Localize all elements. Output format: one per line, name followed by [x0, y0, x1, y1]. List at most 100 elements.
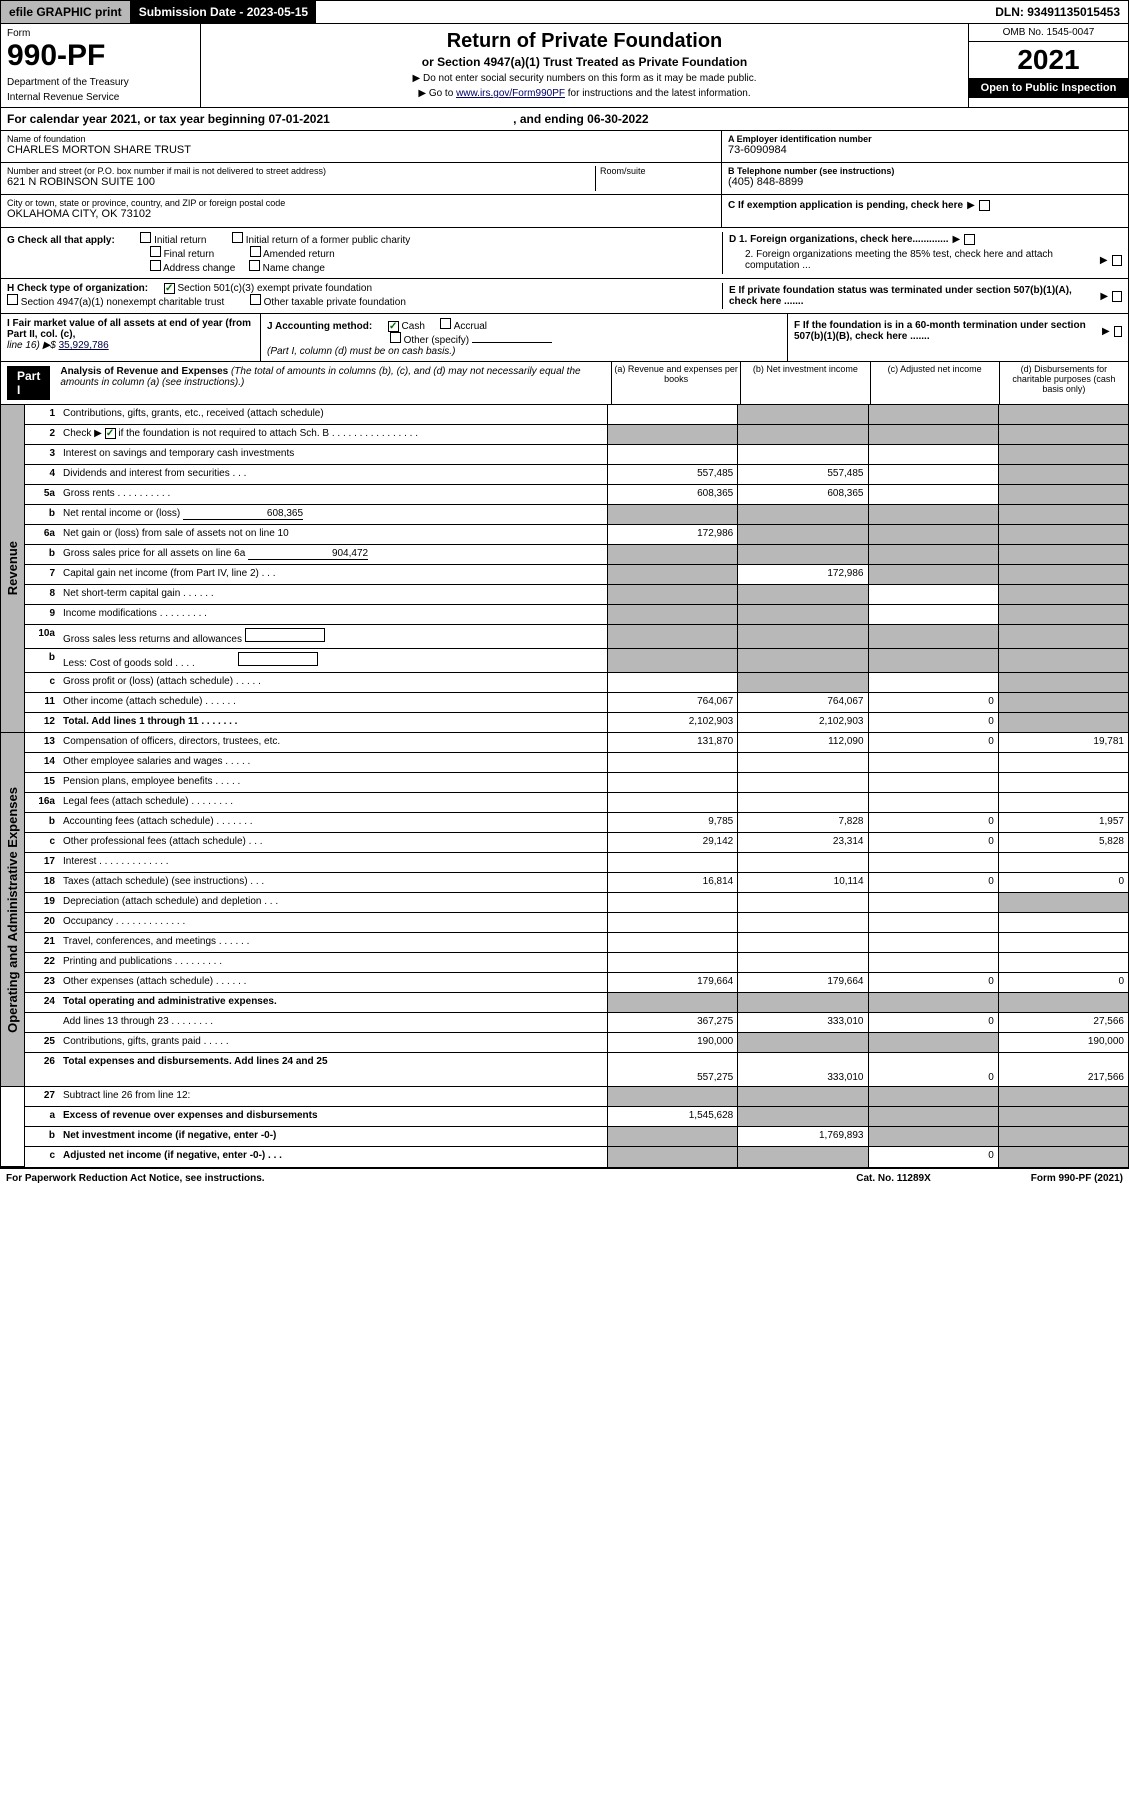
- cell-b: [737, 525, 867, 544]
- row-num: 25: [25, 1033, 59, 1052]
- omb-number: OMB No. 1545-0047: [969, 24, 1128, 42]
- cell-a: [607, 933, 737, 952]
- row-desc: Printing and publications . . . . . . . …: [59, 953, 607, 972]
- final-return-checkbox[interactable]: [150, 246, 161, 257]
- foundation-name-label: Name of foundation: [7, 134, 715, 144]
- row-num: 17: [25, 853, 59, 872]
- row-desc: Depreciation (attach schedule) and deple…: [59, 893, 607, 912]
- initial-former-checkbox[interactable]: [232, 232, 243, 243]
- cell-b: [737, 445, 867, 464]
- cal-year-end: , and ending 06-30-2022: [513, 112, 648, 126]
- cell-a: [607, 425, 737, 444]
- e-checkbox[interactable]: [1112, 291, 1122, 302]
- efile-print-button[interactable]: efile GRAPHIC print: [1, 1, 131, 23]
- row-num: c: [25, 833, 59, 852]
- d2-checkbox[interactable]: [1112, 255, 1122, 266]
- cell-c: [868, 1107, 998, 1126]
- cell-c: [868, 545, 998, 564]
- c-label: C If exemption application is pending, c…: [728, 200, 963, 211]
- row-desc: Total. Add lines 1 through 11 . . . . . …: [59, 713, 607, 732]
- cell-a: 190,000: [607, 1033, 737, 1052]
- cell-a: 557,275: [607, 1053, 737, 1086]
- cell-b: [737, 405, 867, 424]
- schb-checkbox[interactable]: ✓: [105, 428, 116, 439]
- form-title: Return of Private Foundation: [207, 30, 962, 53]
- other-taxable-checkbox[interactable]: [250, 294, 261, 305]
- cell-c: [868, 605, 998, 624]
- cell-d: [998, 893, 1128, 912]
- ein-label: A Employer identification number: [728, 134, 1122, 144]
- cell-b: [737, 913, 867, 932]
- cell-d: 27,566: [998, 1013, 1128, 1032]
- row-desc: Net gain or (loss) from sale of assets n…: [59, 525, 607, 544]
- 4947-checkbox[interactable]: [7, 294, 18, 305]
- cell-c: 0: [868, 1013, 998, 1032]
- e-label: E If private foundation status was termi…: [729, 285, 1096, 307]
- cell-a: [607, 565, 737, 584]
- row-desc: Subtract line 26 from line 12:: [59, 1087, 607, 1106]
- cell-a: 131,870: [607, 733, 737, 752]
- cell-c: [868, 565, 998, 584]
- final-return-label: Final return: [164, 249, 215, 260]
- row-desc: Contributions, gifts, grants, etc., rece…: [59, 405, 607, 424]
- cell-c: 0: [868, 833, 998, 852]
- row-num: 22: [25, 953, 59, 972]
- cell-c: [868, 1087, 998, 1106]
- row-desc: Taxes (attach schedule) (see instruction…: [59, 873, 607, 892]
- instruction-1: ▶ Do not enter social security numbers o…: [207, 73, 962, 84]
- c-checkbox[interactable]: [979, 200, 990, 211]
- row-num: 7: [25, 565, 59, 584]
- other-method-label: Other (specify): [404, 335, 470, 346]
- cell-d: [998, 953, 1128, 972]
- cell-c: [868, 673, 998, 692]
- row-desc: Gross sales less returns and allowances: [59, 625, 607, 648]
- cell-b: [737, 545, 867, 564]
- cell-b: 2,102,903: [737, 713, 867, 732]
- cell-d: 0: [998, 873, 1128, 892]
- fmv-value[interactable]: 35,929,786: [59, 340, 109, 351]
- cell-d: [998, 545, 1128, 564]
- other-method-checkbox[interactable]: [390, 332, 401, 343]
- cell-c: 0: [868, 713, 998, 732]
- cell-c: [868, 445, 998, 464]
- initial-return-checkbox[interactable]: [140, 232, 151, 243]
- col-b-header: (b) Net investment income: [740, 362, 869, 404]
- cell-c: 0: [868, 1147, 998, 1167]
- cell-a: 172,986: [607, 525, 737, 544]
- d1-checkbox[interactable]: [964, 234, 975, 245]
- phone-label: B Telephone number (see instructions): [728, 166, 1122, 176]
- row-num: 13: [25, 733, 59, 752]
- inline-val: 608,365: [183, 508, 303, 520]
- cell-c: [868, 853, 998, 872]
- cell-d: [998, 1107, 1128, 1126]
- cell-c: [868, 993, 998, 1012]
- form-subtitle: or Section 4947(a)(1) Trust Treated as P…: [207, 55, 962, 69]
- address-label: Number and street (or P.O. box number if…: [7, 166, 595, 176]
- irs-link[interactable]: www.irs.gov/Form990PF: [456, 88, 565, 99]
- cell-b: [737, 1033, 867, 1052]
- address-change-checkbox[interactable]: [150, 260, 161, 271]
- instruct2-post: for instructions and the latest informat…: [565, 88, 751, 99]
- cell-b: 333,010: [737, 1053, 867, 1086]
- amended-checkbox[interactable]: [250, 246, 261, 257]
- cell-d: [998, 673, 1128, 692]
- room-label: Room/suite: [600, 166, 715, 176]
- cash-checkbox[interactable]: ✓: [388, 321, 399, 332]
- row-num: 3: [25, 445, 59, 464]
- accrual-label: Accrual: [454, 321, 487, 332]
- name-change-checkbox[interactable]: [249, 260, 260, 271]
- city-label: City or town, state or province, country…: [7, 198, 715, 208]
- cell-d: [998, 505, 1128, 524]
- 501c3-checkbox[interactable]: ✓: [164, 283, 175, 294]
- row-desc: Other professional fees (attach schedule…: [59, 833, 607, 852]
- j-note: (Part I, column (d) must be on cash basi…: [267, 346, 455, 357]
- row-num: 2: [25, 425, 59, 444]
- row-num: c: [25, 673, 59, 692]
- row-desc: Excess of revenue over expenses and disb…: [59, 1107, 607, 1126]
- row-num: 11: [25, 693, 59, 712]
- f-checkbox[interactable]: [1114, 326, 1122, 337]
- accrual-checkbox[interactable]: [440, 318, 451, 329]
- cell-b: 7,828: [737, 813, 867, 832]
- row-desc: Gross rents . . . . . . . . . .: [59, 485, 607, 504]
- row-desc: Net short-term capital gain . . . . . .: [59, 585, 607, 604]
